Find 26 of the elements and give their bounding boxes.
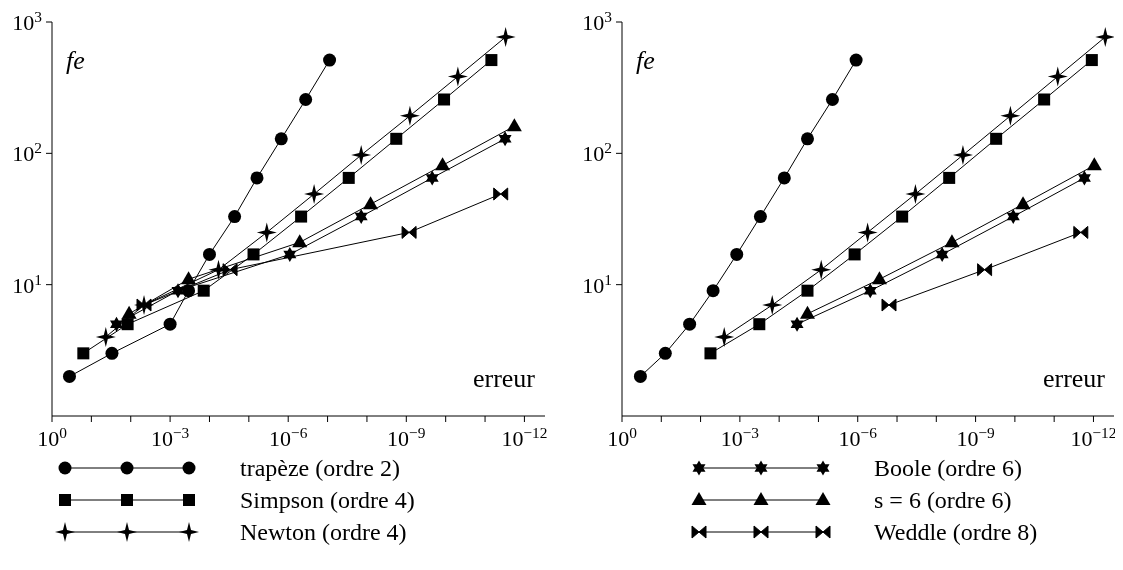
legend-label: s = 6 (ordre 6) bbox=[874, 487, 1012, 513]
x-tick-label: 10$^{−9}$ bbox=[956, 423, 996, 451]
y-tick-label: 10$^{3}$ bbox=[12, 7, 43, 35]
x-tick-label: 10$^{−12}$ bbox=[501, 423, 548, 451]
legend-label: Boole (ordre 6) bbox=[874, 455, 1022, 481]
x-tick-label: 10$^{−12}$ bbox=[1070, 423, 1117, 451]
x-axis-title: erreur bbox=[472, 364, 535, 394]
y-tick-label: 10$^{2}$ bbox=[12, 138, 42, 167]
legend-label: Simpson (ordre 4) bbox=[240, 487, 415, 513]
y-tick-label: 10$^{2}$ bbox=[582, 138, 612, 167]
legend-label: Weddle (ordre 8) bbox=[874, 519, 1038, 545]
legend-label: Newton (ordre 4) bbox=[240, 519, 407, 545]
x-tick-label: 10$^{0}$ bbox=[37, 423, 68, 451]
x-tick-label: 10$^{0}$ bbox=[607, 423, 638, 451]
x-tick-label: 10$^{−9}$ bbox=[387, 423, 426, 451]
x-tick-label: 10$^{−3}$ bbox=[150, 423, 190, 451]
y-axis-title: fe bbox=[636, 46, 655, 76]
x-tick-label: 10$^{−6}$ bbox=[838, 423, 878, 451]
y-tick-label: 10$^{1}$ bbox=[12, 270, 42, 298]
legend-label: trapèze (ordre 2) bbox=[240, 455, 400, 481]
x-tick-label: 10$^{−3}$ bbox=[720, 423, 760, 451]
y-tick-label: 10$^{3}$ bbox=[582, 7, 613, 35]
y-tick-label: 10$^{1}$ bbox=[582, 270, 612, 298]
y-axis-title: fe bbox=[66, 46, 85, 76]
x-tick-label: 10$^{−6}$ bbox=[269, 423, 308, 451]
x-axis-title: erreur bbox=[1042, 364, 1105, 394]
